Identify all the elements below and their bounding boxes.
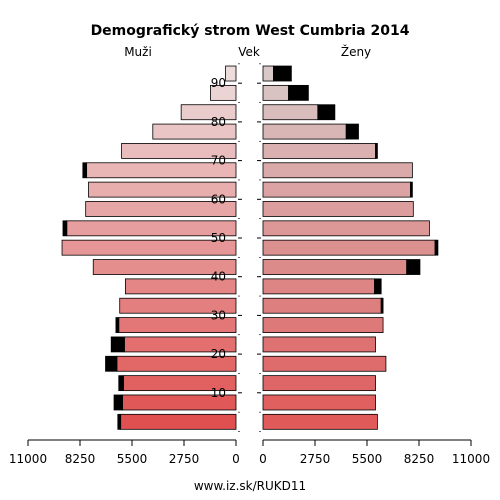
female-bar-65-69 — [262, 162, 413, 179]
chart-footer: www.iz.sk/RUKD11 — [194, 479, 306, 493]
age-tick-label-10: 10 — [211, 386, 226, 400]
left-x-tick-label-0: 0 — [232, 452, 240, 466]
male-surplus-bar-65-69 — [82, 162, 88, 179]
male-surplus-bar-25-29 — [115, 317, 120, 333]
female-bar-30-34 — [262, 297, 382, 314]
age-tick-label-70: 70 — [211, 154, 226, 168]
male-bar-40-44 — [92, 259, 237, 275]
male-bar-85-89 — [210, 84, 237, 101]
male-bar-55-59 — [85, 201, 237, 217]
right-x-tick-label-11000: 11000 — [452, 452, 490, 466]
female-bar-0-4 — [262, 413, 378, 430]
male-surplus-bar-5-9 — [113, 394, 123, 411]
female-bar-85-89 — [262, 84, 289, 101]
female-bars-group — [262, 65, 439, 430]
right-x-tick-label-2750: 2750 — [300, 452, 331, 466]
male-bar-75-79 — [152, 123, 237, 140]
male-bar-60-64 — [88, 181, 237, 198]
right-x-tick-label-5500: 5500 — [352, 452, 383, 466]
age-tick-label-90: 90 — [211, 76, 226, 90]
left-panel-label: Muži — [124, 45, 152, 59]
age-tick-label-40: 40 — [211, 270, 226, 284]
age-tick-label-80: 80 — [211, 115, 226, 129]
female-bar-20-24 — [262, 336, 376, 353]
female-surplus-bar-35-39 — [374, 278, 382, 295]
male-bars-group — [61, 65, 237, 430]
left-x-tick-label-5500: 5500 — [117, 452, 148, 466]
female-surplus-bar-60-64 — [410, 181, 413, 198]
male-surplus-bar-10-14 — [118, 375, 124, 392]
female-bar-70-74 — [262, 143, 376, 159]
female-surplus-bar-30-34 — [380, 297, 384, 314]
female-bar-50-54 — [262, 220, 430, 237]
male-bar-70-74 — [121, 143, 237, 159]
female-surplus-bar-70-74 — [375, 143, 378, 159]
female-bar-25-29 — [262, 317, 384, 333]
female-surplus-bar-90+ — [272, 65, 292, 82]
male-surplus-bar-20-24 — [110, 336, 125, 353]
male-surplus-bar-50-54 — [62, 220, 68, 237]
center-axis-label: Vek — [238, 45, 260, 59]
female-surplus-bar-40-44 — [406, 259, 421, 275]
age-tick-label-60: 60 — [211, 192, 226, 206]
female-bar-15-19 — [262, 355, 387, 372]
male-bar-35-39 — [124, 278, 237, 295]
left-x-tick-label-8250: 8250 — [65, 452, 96, 466]
female-surplus-bar-45-49 — [434, 239, 439, 256]
female-surplus-bar-80-84 — [317, 104, 336, 121]
female-bar-35-39 — [262, 278, 375, 295]
male-bar-45-49 — [61, 239, 237, 256]
female-bar-45-49 — [262, 239, 436, 256]
right-x-tick-label-0: 0 — [259, 452, 267, 466]
female-bar-5-9 — [262, 394, 376, 411]
male-surplus-bar-0-4 — [117, 413, 122, 430]
female-surplus-bar-75-79 — [345, 123, 359, 140]
male-surplus-bar-15-19 — [105, 355, 118, 372]
female-bar-75-79 — [262, 123, 347, 140]
female-bar-40-44 — [262, 259, 408, 275]
male-bar-80-84 — [180, 104, 237, 121]
age-tick-label-30: 30 — [211, 308, 226, 322]
female-bar-90+ — [262, 65, 274, 82]
female-bar-10-14 — [262, 375, 376, 392]
female-bar-80-84 — [262, 104, 319, 121]
female-bar-60-64 — [262, 181, 411, 198]
age-tick-label-20: 20 — [211, 347, 226, 361]
male-bar-90+ — [225, 65, 237, 82]
male-bar-0-4 — [120, 413, 237, 430]
male-bar-30-34 — [119, 297, 237, 314]
right-x-tick-label-8250: 8250 — [404, 452, 435, 466]
female-surplus-bar-85-89 — [288, 84, 309, 101]
chart-title: Demografický strom West Cumbria 2014 — [91, 23, 410, 39]
female-bar-55-59 — [262, 201, 414, 217]
right-panel-label: Ženy — [341, 44, 371, 59]
left-x-tick-label-11000: 11000 — [9, 452, 47, 466]
axes-group: 11000 8250 5500 2750 0 0 2750 5500 8250 11000 10 20… — [9, 63, 490, 466]
left-x-tick-label-2750: 2750 — [169, 452, 200, 466]
age-tick-label-50: 50 — [211, 231, 226, 245]
